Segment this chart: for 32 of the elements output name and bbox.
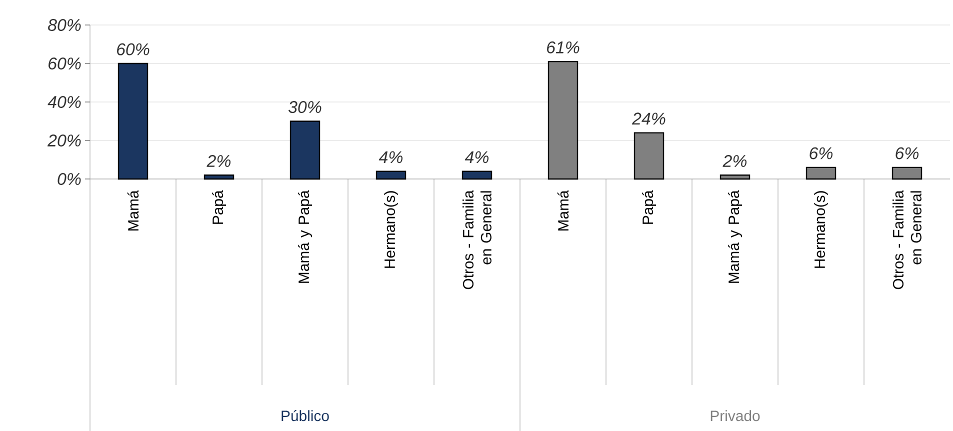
data-label: 2% [206, 154, 231, 167]
y-tick-label: 0% [58, 172, 81, 185]
text: Privado [710, 410, 760, 422]
x-tick-label: Hermano(s) [814, 191, 828, 268]
data-label: 4% [464, 151, 489, 163]
bar [118, 62, 148, 180]
bar [290, 120, 320, 180]
bar [204, 174, 234, 180]
x-tick-label: Papá [212, 190, 226, 224]
x-tick-label: Otros - Familia en General [892, 190, 922, 290]
y-tick-label: 60% [48, 57, 81, 70]
bar [376, 170, 406, 180]
y-tick-label: 80% [48, 18, 81, 31]
data-label: 61% [547, 41, 580, 54]
data-label: 4% [378, 151, 403, 163]
x-tick-label: Otros - Familia en General [462, 190, 492, 290]
x-tick-label: Hermano(s) [384, 191, 398, 268]
text: Público [282, 410, 329, 422]
data-label: 60% [117, 43, 150, 56]
x-tick-label: Mamá [557, 190, 569, 230]
x-tick-label: Mamá y Papá [728, 190, 742, 283]
x-tick-label: Papá [642, 190, 656, 224]
x-tick-label: Mamá y Papá [298, 190, 312, 283]
data-label: 24% [632, 112, 666, 124]
x-tick-label: Mamá [127, 190, 139, 230]
data-label: 6% [810, 147, 833, 160]
y-tick-label: 20% [47, 134, 81, 146]
data-label: 30% [288, 100, 322, 113]
data-label: 6% [896, 147, 919, 160]
bar [462, 170, 492, 180]
y-tick-label: 40% [48, 96, 81, 108]
data-label: 2% [722, 154, 747, 167]
